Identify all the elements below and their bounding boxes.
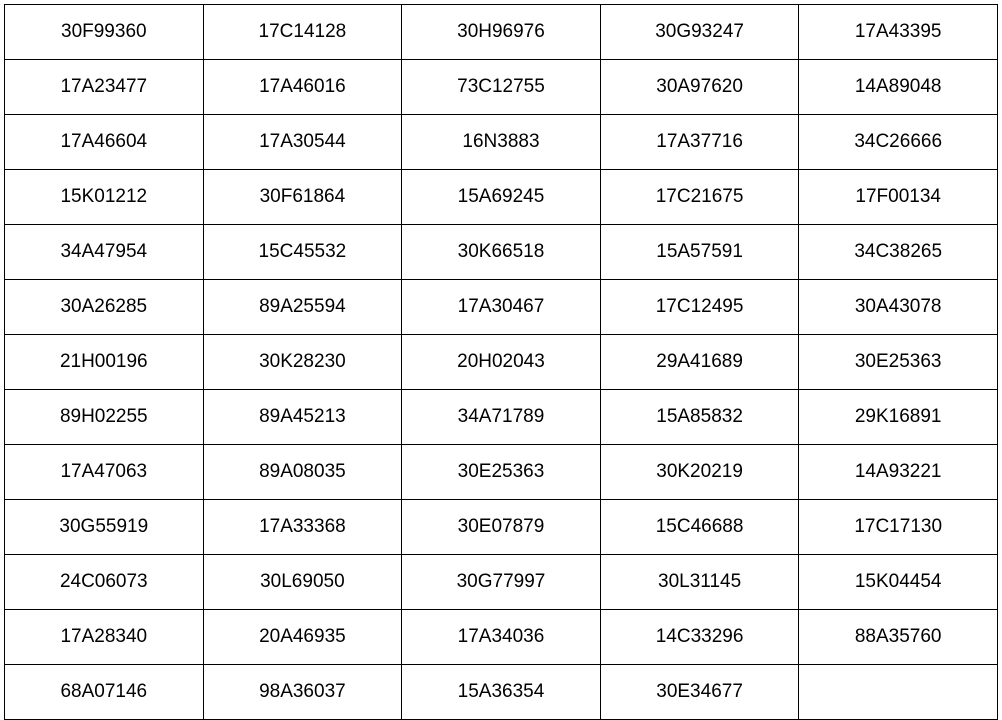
table-cell: 17A46016: [202, 59, 403, 115]
table-cell: 15K01212: [4, 169, 204, 225]
table-cell: 68A07146: [4, 664, 204, 720]
table-cell: [798, 664, 998, 720]
table-cell: 30G55919: [4, 499, 204, 555]
table-cell: 30E34677: [599, 664, 800, 720]
table-cell: 21H00196: [4, 334, 204, 390]
table-cell: 17A46604: [4, 114, 204, 170]
table-cell: 17F00134: [798, 169, 998, 225]
table-row: 89H02255 89A45213 34A71789 15A85832 29K16891: [4, 389, 998, 445]
table-cell: 30E25363: [798, 334, 998, 390]
table-cell: 15A57591: [599, 224, 800, 280]
table-cell: 30A26285: [4, 279, 204, 335]
table-cell: 89H02255: [4, 389, 204, 445]
table-body: 30F99360 17C14128 30H96976 30G93247 17A43395…: [4, 4, 998, 720]
table-row: 68A07146 98A36037 15A36354 30E34677: [4, 664, 998, 720]
table-cell: 17A47063: [4, 444, 204, 500]
table-cell: 30L69050: [202, 554, 403, 610]
table-cell: 30L31145: [599, 554, 800, 610]
table-cell: 17A30544: [202, 114, 403, 170]
table-row: 34A47954 15C45532 30K66518 15A57591 34C38265: [4, 224, 998, 280]
table-cell: 17C14128: [202, 4, 403, 60]
table-cell: 30G77997: [401, 554, 601, 610]
table-row: 15K01212 30F61864 15A69245 17C21675 17F00134: [4, 169, 998, 225]
table-cell: 17A30467: [401, 279, 601, 335]
table-cell: 17A23477: [4, 59, 204, 115]
table-cell: 30K28230: [202, 334, 403, 390]
table-cell: 15K04454: [798, 554, 998, 610]
table-cell: 17A34036: [401, 609, 601, 665]
table-cell: 30A97620: [599, 59, 800, 115]
table-cell: 30A43078: [798, 279, 998, 335]
table-cell: 30F61864: [202, 169, 403, 225]
table-row: 17A47063 89A08035 30E25363 30K20219 14A93221: [4, 444, 998, 500]
table-cell: 16N3883: [401, 114, 601, 170]
table-cell: 34A47954: [4, 224, 204, 280]
table-cell: 89A25594: [202, 279, 403, 335]
table-cell: 89A08035: [202, 444, 403, 500]
table-cell: 89A45213: [202, 389, 403, 445]
table-cell: 88A35760: [798, 609, 998, 665]
table-cell: 17C17130: [798, 499, 998, 555]
table-row: 21H00196 30K28230 20H02043 29A41689 30E25363: [4, 334, 998, 390]
table-cell: 17C21675: [599, 169, 800, 225]
table-cell: 15A69245: [401, 169, 601, 225]
table-cell: 30E07879: [401, 499, 601, 555]
table-cell: 30E25363: [401, 444, 601, 500]
table-cell: 14A89048: [798, 59, 998, 115]
table-cell: 15C46688: [599, 499, 800, 555]
table-cell: 14C33296: [599, 609, 800, 665]
table-row: 30G55919 17A33368 30E07879 15C46688 17C17130: [4, 499, 998, 555]
table-cell: 15C45532: [202, 224, 403, 280]
table-cell: 73C12755: [401, 59, 601, 115]
table-cell: 14A93221: [798, 444, 998, 500]
table-cell: 17A37716: [599, 114, 800, 170]
table-cell: 20H02043: [401, 334, 601, 390]
table-cell: 29A41689: [599, 334, 800, 390]
table-row: 24C06073 30L69050 30G77997 30L31145 15K04454: [4, 554, 998, 610]
table-cell: 30H96976: [401, 4, 601, 60]
table-cell: 30K20219: [599, 444, 800, 500]
table-row: 17A28340 20A46935 17A34036 14C33296 88A35760: [4, 609, 998, 665]
table-cell: 15A85832: [599, 389, 800, 445]
table-cell: 15A36354: [401, 664, 601, 720]
table-cell: 29K16891: [798, 389, 998, 445]
table-cell: 17A33368: [202, 499, 403, 555]
table-cell: 17A43395: [798, 4, 998, 60]
table-cell: 98A36037: [202, 664, 403, 720]
table-cell: 30G93247: [599, 4, 800, 60]
table-cell: 17A28340: [4, 609, 204, 665]
table-cell: 24C06073: [4, 554, 204, 610]
table-cell: 20A46935: [202, 609, 403, 665]
table-cell: 34C38265: [798, 224, 998, 280]
license-plate-table: 30F99360 17C14128 30H96976 30G93247 17A43395…: [4, 4, 998, 720]
table-row: 17A23477 17A46016 73C12755 30A97620 14A89048: [4, 59, 998, 115]
table-row: 30A26285 89A25594 17A30467 17C12495 30A43078: [4, 279, 998, 335]
table-row: 17A46604 17A30544 16N3883 17A37716 34C26666: [4, 114, 998, 170]
table-cell: 34C26666: [798, 114, 998, 170]
table-row: 30F99360 17C14128 30H96976 30G93247 17A43395: [4, 4, 998, 60]
table-cell: 30K66518: [401, 224, 601, 280]
table-cell: 34A71789: [401, 389, 601, 445]
table-cell: 30F99360: [4, 4, 204, 60]
table-cell: 17C12495: [599, 279, 800, 335]
